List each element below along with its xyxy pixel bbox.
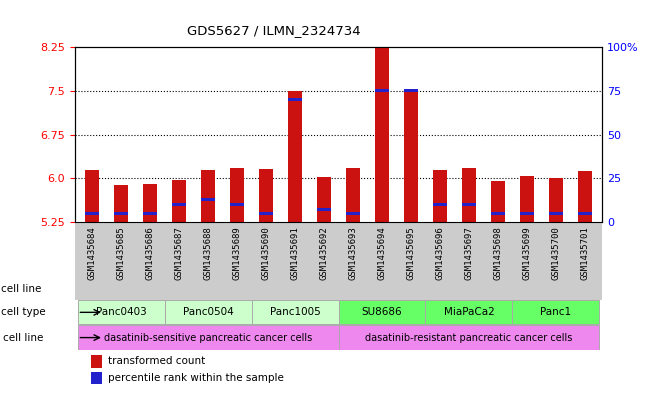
Bar bbox=[114, 185, 128, 222]
Bar bbox=[85, 169, 100, 222]
Bar bbox=[201, 169, 215, 222]
Bar bbox=[143, 212, 158, 215]
Bar bbox=[172, 180, 186, 222]
Text: GSM1435699: GSM1435699 bbox=[522, 226, 531, 280]
Text: GSM1435686: GSM1435686 bbox=[146, 226, 155, 280]
Text: GSM1435691: GSM1435691 bbox=[290, 226, 299, 280]
Bar bbox=[339, 325, 600, 350]
Bar bbox=[201, 198, 215, 201]
Bar bbox=[512, 300, 600, 325]
Text: cell type: cell type bbox=[1, 307, 46, 318]
Bar bbox=[90, 372, 102, 384]
Text: Panc1: Panc1 bbox=[540, 307, 572, 317]
Bar bbox=[339, 300, 426, 325]
Text: GSM1435687: GSM1435687 bbox=[174, 226, 184, 280]
Text: transformed count: transformed count bbox=[107, 356, 205, 367]
Bar bbox=[317, 176, 331, 222]
Text: GSM1435697: GSM1435697 bbox=[464, 226, 473, 280]
Bar bbox=[577, 171, 592, 222]
Bar bbox=[519, 176, 534, 222]
Bar bbox=[251, 300, 339, 325]
Text: GSM1435696: GSM1435696 bbox=[436, 226, 445, 280]
Bar bbox=[77, 300, 165, 325]
Text: GSM1435692: GSM1435692 bbox=[320, 226, 329, 280]
Bar bbox=[375, 30, 389, 222]
Text: dasatinib-resistant pancreatic cancer cells: dasatinib-resistant pancreatic cancer ce… bbox=[365, 332, 573, 343]
Text: GSM1435701: GSM1435701 bbox=[580, 226, 589, 280]
Bar bbox=[90, 355, 102, 368]
Text: GSM1435684: GSM1435684 bbox=[88, 226, 97, 280]
Bar bbox=[230, 168, 244, 222]
Bar bbox=[426, 300, 512, 325]
Bar bbox=[577, 212, 592, 215]
Bar bbox=[549, 178, 563, 222]
Bar bbox=[375, 89, 389, 92]
Text: GSM1435694: GSM1435694 bbox=[378, 226, 387, 280]
Text: GSM1435689: GSM1435689 bbox=[232, 226, 242, 280]
Bar bbox=[491, 181, 505, 222]
Bar bbox=[259, 169, 273, 222]
Text: Panc1005: Panc1005 bbox=[270, 307, 320, 317]
Text: GSM1435690: GSM1435690 bbox=[262, 226, 271, 280]
Bar bbox=[404, 89, 418, 92]
Bar bbox=[433, 170, 447, 222]
Text: GSM1435700: GSM1435700 bbox=[551, 226, 561, 280]
Text: dasatinib-sensitive pancreatic cancer cells: dasatinib-sensitive pancreatic cancer ce… bbox=[104, 332, 312, 343]
Text: cell line: cell line bbox=[3, 332, 44, 343]
Bar bbox=[77, 325, 339, 350]
Bar bbox=[172, 203, 186, 206]
Text: GDS5627 / ILMN_2324734: GDS5627 / ILMN_2324734 bbox=[187, 24, 360, 37]
Text: GSM1435693: GSM1435693 bbox=[348, 226, 357, 280]
Bar bbox=[346, 212, 360, 215]
Bar bbox=[462, 168, 476, 222]
Bar bbox=[491, 212, 505, 215]
Text: GSM1435685: GSM1435685 bbox=[117, 226, 126, 280]
Text: Panc0403: Panc0403 bbox=[96, 307, 146, 317]
Text: GSM1435695: GSM1435695 bbox=[406, 226, 415, 280]
Bar bbox=[288, 91, 302, 222]
Bar bbox=[519, 212, 534, 215]
Bar bbox=[165, 300, 251, 325]
Bar bbox=[288, 98, 302, 101]
Bar bbox=[549, 212, 563, 215]
Bar bbox=[433, 203, 447, 206]
Text: percentile rank within the sample: percentile rank within the sample bbox=[107, 373, 283, 383]
Text: GSM1435688: GSM1435688 bbox=[204, 226, 213, 280]
Bar bbox=[85, 212, 100, 215]
Bar bbox=[346, 168, 360, 222]
Bar bbox=[114, 212, 128, 215]
Text: cell line: cell line bbox=[1, 284, 42, 294]
Text: SU8686: SU8686 bbox=[362, 307, 402, 317]
Text: GSM1435698: GSM1435698 bbox=[493, 226, 503, 280]
Bar bbox=[230, 203, 244, 206]
Text: MiaPaCa2: MiaPaCa2 bbox=[443, 307, 494, 317]
Bar bbox=[404, 91, 418, 222]
Bar bbox=[143, 184, 158, 222]
Bar bbox=[317, 208, 331, 211]
Text: Panc0504: Panc0504 bbox=[183, 307, 234, 317]
Bar bbox=[259, 212, 273, 215]
Bar bbox=[462, 203, 476, 206]
